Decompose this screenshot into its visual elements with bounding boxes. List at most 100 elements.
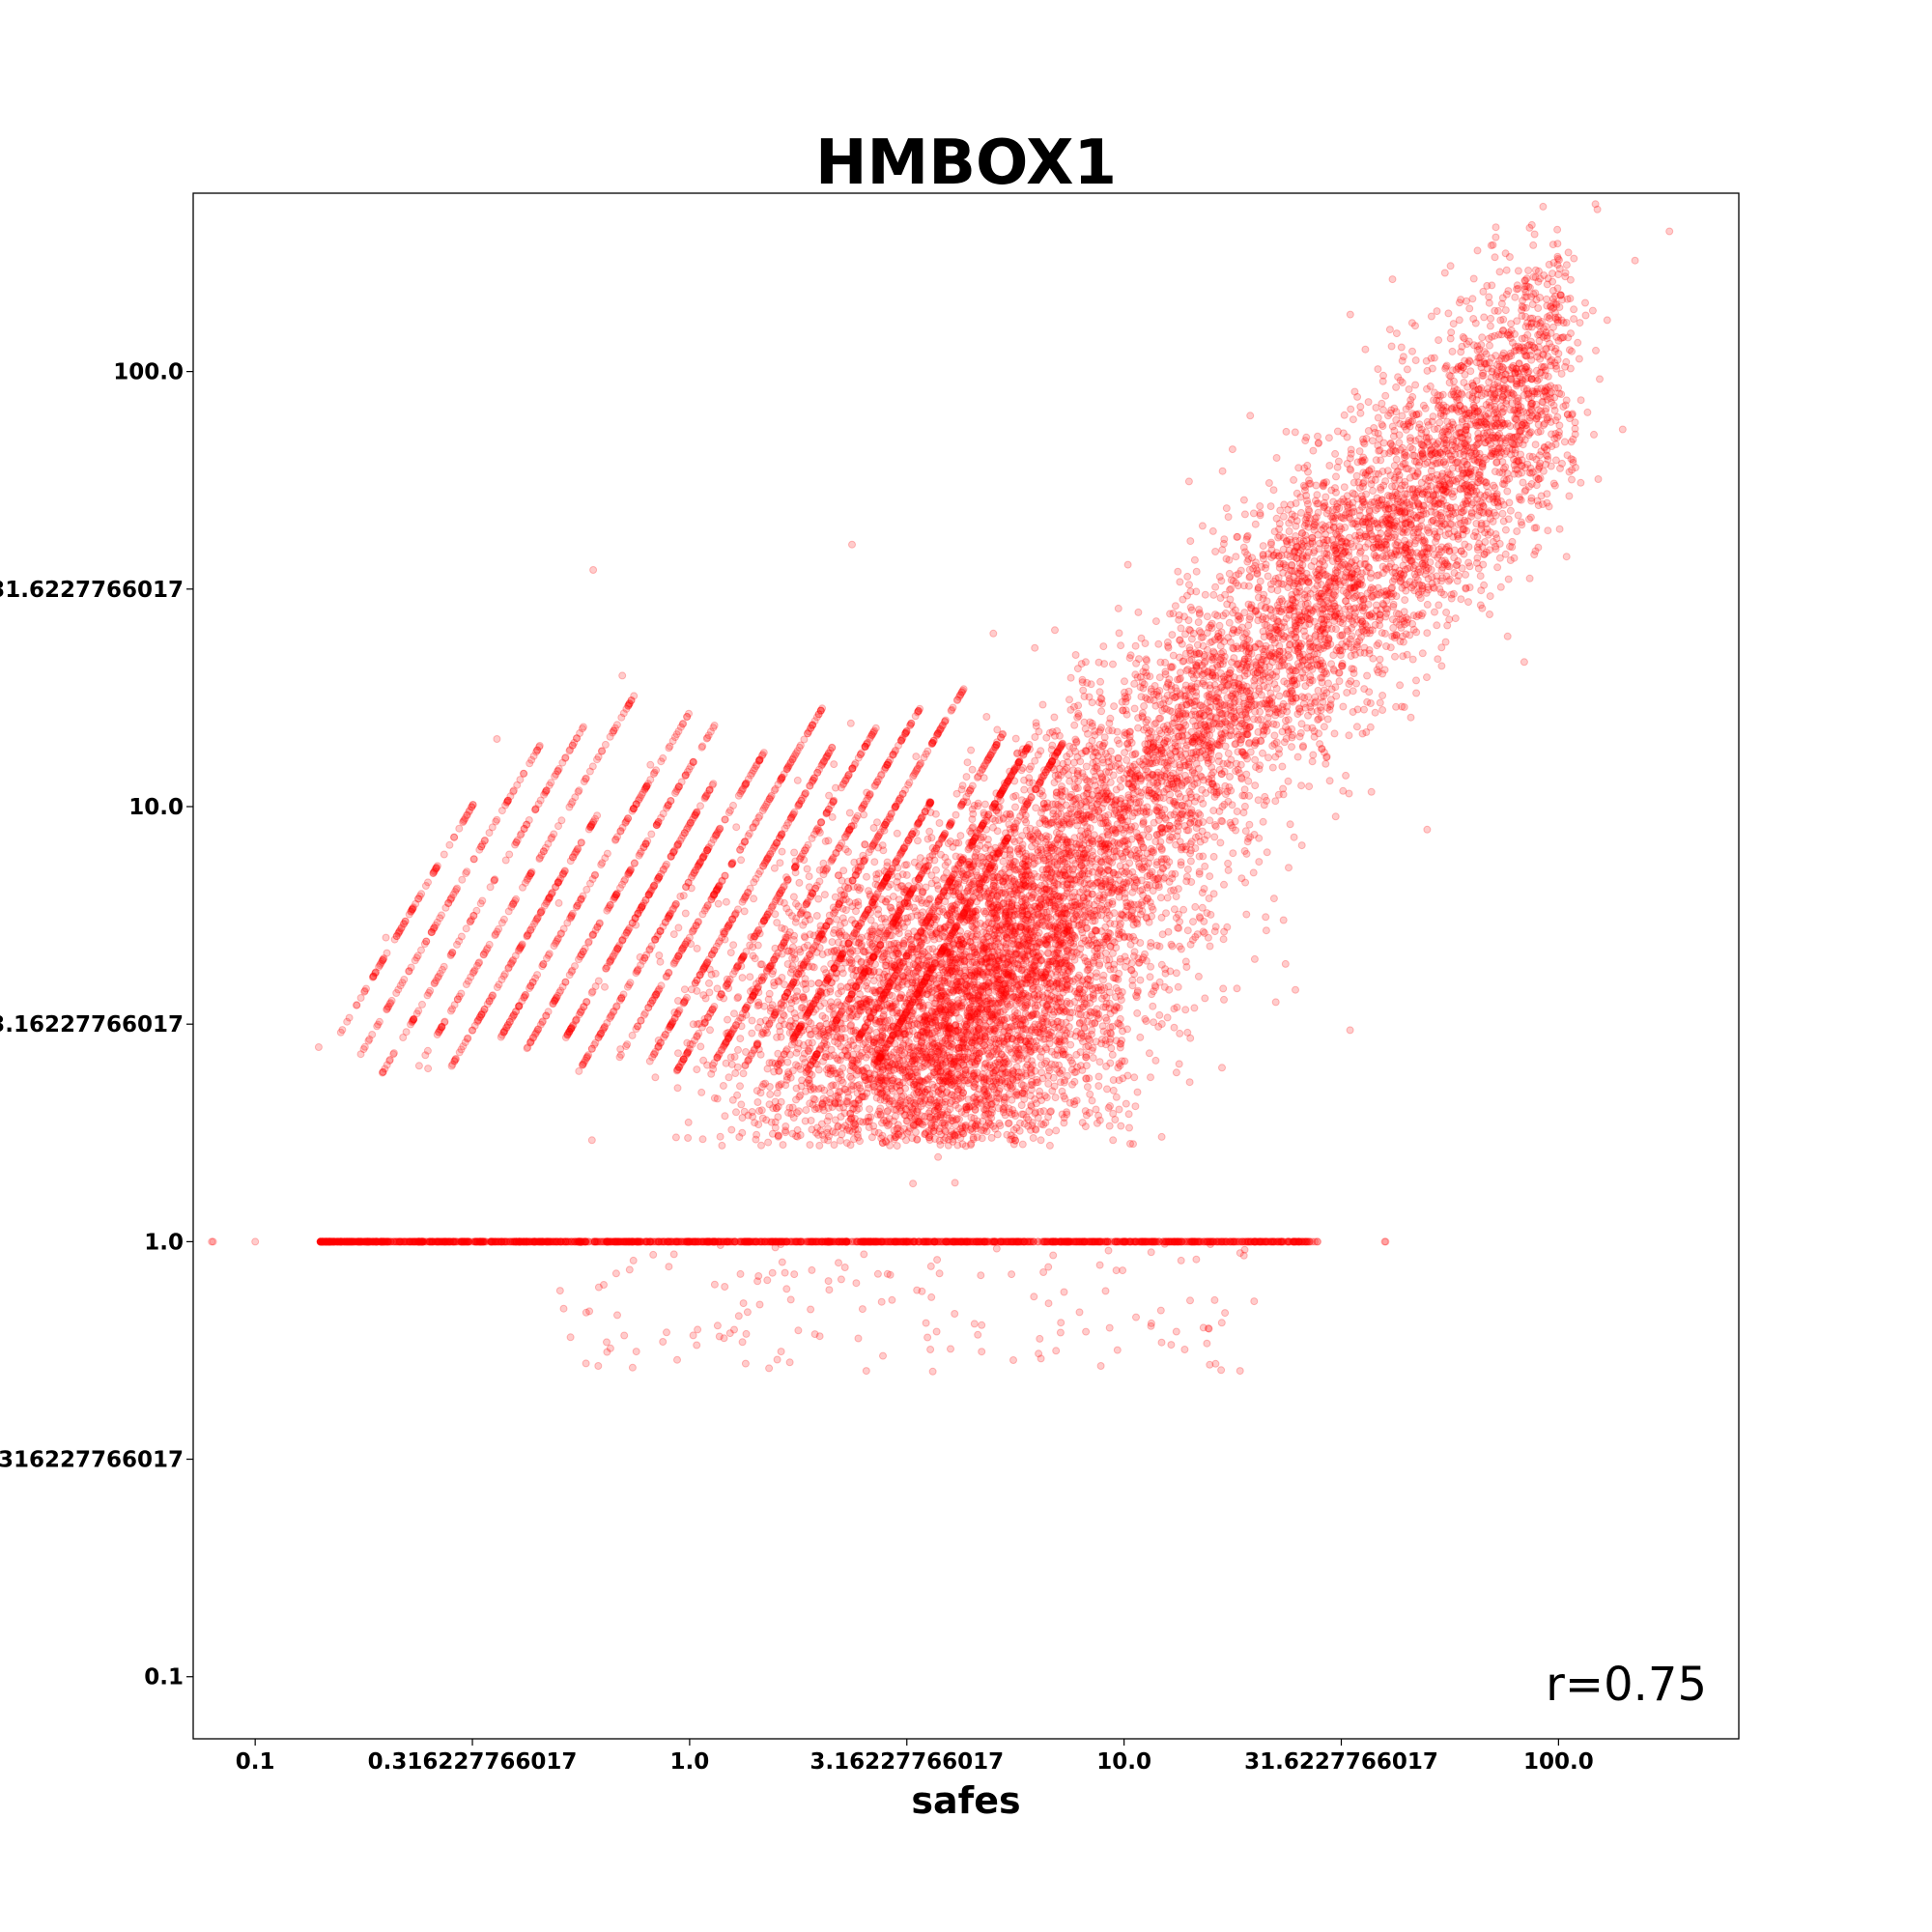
data-point xyxy=(1409,550,1416,556)
data-point xyxy=(1477,360,1484,367)
data-point xyxy=(1143,719,1150,725)
data-point xyxy=(1457,450,1463,457)
data-point xyxy=(1037,810,1044,816)
data-point xyxy=(1154,747,1161,753)
data-point xyxy=(1496,269,1503,275)
data-point xyxy=(1492,224,1499,231)
data-point xyxy=(1173,894,1179,900)
data-point xyxy=(1552,457,1559,464)
data-point xyxy=(1333,693,1340,699)
data-point xyxy=(1211,682,1218,689)
data-point xyxy=(1440,412,1447,419)
data-point xyxy=(1480,430,1487,437)
data-point xyxy=(1478,384,1485,391)
data-point xyxy=(1200,853,1207,860)
data-point xyxy=(1318,704,1324,711)
data-point xyxy=(1375,442,1381,449)
data-point xyxy=(1398,344,1405,351)
data-point xyxy=(1535,305,1542,312)
data-point xyxy=(1096,741,1103,748)
data-point xyxy=(1185,800,1192,807)
data-point xyxy=(1441,445,1448,452)
data-point xyxy=(1336,505,1343,512)
data-point xyxy=(1246,821,1253,828)
data-point xyxy=(1467,368,1474,375)
data-point xyxy=(1146,825,1152,832)
data-point xyxy=(1470,402,1477,409)
data-point xyxy=(1553,333,1560,340)
data-point xyxy=(1110,661,1117,668)
data-point xyxy=(1141,703,1148,710)
data-point xyxy=(1504,488,1511,495)
data-point xyxy=(1347,311,1353,318)
data-point xyxy=(1422,405,1429,412)
data-point xyxy=(1310,752,1317,758)
data-point xyxy=(1285,506,1292,513)
data-point xyxy=(1265,754,1272,761)
data-point xyxy=(1538,493,1545,499)
data-point xyxy=(1526,575,1533,582)
data-point xyxy=(1520,479,1526,486)
data-point xyxy=(1537,428,1544,435)
data-point xyxy=(1217,661,1224,668)
data-point xyxy=(1362,544,1369,551)
data-point xyxy=(1266,631,1273,638)
data-point xyxy=(1117,777,1123,783)
data-point xyxy=(1532,441,1539,448)
data-point xyxy=(1409,348,1416,355)
data-point xyxy=(1502,526,1509,533)
data-point xyxy=(1356,448,1363,455)
data-point xyxy=(1059,783,1065,790)
data-point xyxy=(1480,372,1487,379)
data-point xyxy=(1477,573,1484,580)
data-point xyxy=(1416,421,1423,428)
data-point xyxy=(1510,365,1517,372)
data-point xyxy=(1052,627,1059,634)
data-point xyxy=(1240,810,1247,816)
data-point xyxy=(1190,919,1197,925)
data-point xyxy=(1332,813,1339,820)
data-point xyxy=(1412,382,1419,388)
data-point xyxy=(1381,450,1388,457)
data-point xyxy=(1265,480,1272,487)
data-point xyxy=(1339,633,1346,639)
data-point xyxy=(1466,563,1473,570)
data-point xyxy=(1218,817,1225,824)
data-point xyxy=(1334,428,1341,435)
data-point xyxy=(1438,567,1445,574)
data-point xyxy=(1292,581,1298,587)
data-point xyxy=(1330,498,1337,505)
data-point xyxy=(1445,310,1452,317)
data-point xyxy=(1135,609,1142,615)
data-point xyxy=(1364,590,1371,597)
data-point xyxy=(1533,525,1540,531)
data-point xyxy=(1292,668,1298,674)
data-point xyxy=(1377,656,1383,663)
data-point xyxy=(1271,732,1278,739)
data-point xyxy=(1463,298,1470,304)
data-point xyxy=(1074,770,1081,777)
data-point xyxy=(1391,632,1398,639)
data-point xyxy=(1179,754,1185,761)
data-point xyxy=(1412,357,1419,364)
data-point xyxy=(1540,203,1547,210)
data-point xyxy=(1540,399,1547,406)
data-point xyxy=(1146,834,1152,840)
data-point xyxy=(1357,410,1364,416)
data-point xyxy=(1431,426,1437,433)
data-point xyxy=(1494,564,1501,571)
data-point xyxy=(1187,791,1194,798)
data-point xyxy=(1444,622,1451,629)
data-point xyxy=(1447,263,1454,270)
data-point xyxy=(1507,350,1514,356)
data-point xyxy=(1433,538,1439,545)
data-point xyxy=(1157,895,1164,901)
data-point xyxy=(1593,347,1600,354)
data-point xyxy=(1350,416,1356,423)
data-point xyxy=(1539,363,1546,370)
data-point xyxy=(1473,422,1480,429)
data-point xyxy=(1247,412,1254,419)
data-point xyxy=(1382,392,1389,399)
data-point xyxy=(1474,247,1481,254)
data-point xyxy=(1429,418,1435,425)
